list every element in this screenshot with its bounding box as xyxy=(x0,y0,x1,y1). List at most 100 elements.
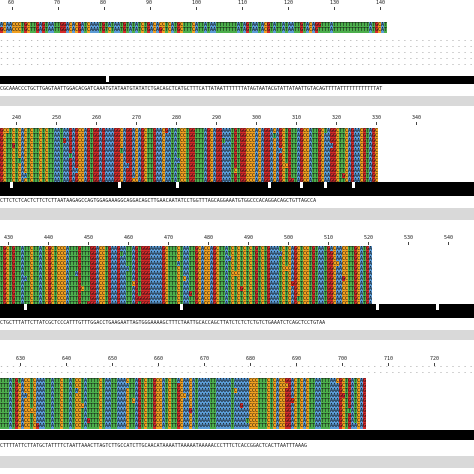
base-cell: C xyxy=(6,246,9,252)
base-cell: A xyxy=(222,408,225,414)
base-cell: T xyxy=(126,251,129,257)
base-cell: C xyxy=(30,271,33,277)
base-cell: G xyxy=(255,281,258,287)
base-cell: T xyxy=(366,133,369,139)
base-cell: G xyxy=(330,251,333,257)
base-cell: T xyxy=(240,261,243,267)
base-cell: G xyxy=(318,148,321,154)
base-cell: A xyxy=(276,128,279,134)
base-cell: C xyxy=(81,128,84,134)
base-cell: G xyxy=(330,261,333,267)
base-cell: T xyxy=(324,403,327,409)
base-cell: T xyxy=(165,423,168,429)
base-cell: T xyxy=(33,153,36,159)
base-cell: T xyxy=(300,271,303,277)
base-cell: T xyxy=(36,286,39,292)
base-cell: T xyxy=(105,27,108,33)
base-cell: T xyxy=(258,27,261,33)
base-cell: T xyxy=(111,423,114,429)
base-cell: T xyxy=(6,153,9,159)
base-cell: C xyxy=(282,148,285,154)
base-cell: A xyxy=(330,246,333,252)
base-cell: G xyxy=(285,408,288,414)
base-cell: A xyxy=(42,378,45,384)
base-cell: A xyxy=(207,378,210,384)
base-cell: T xyxy=(9,256,12,262)
base-cell: T xyxy=(18,251,21,257)
base-cell: A xyxy=(153,276,156,282)
base-cell: T xyxy=(363,271,366,277)
base-cell: T xyxy=(171,153,174,159)
base-cell: A xyxy=(243,403,246,409)
base-cell: G xyxy=(327,266,330,272)
base-cell: A xyxy=(63,163,66,169)
base-cell: G xyxy=(147,276,150,282)
base-cell: G xyxy=(288,163,291,169)
scroll-track[interactable] xyxy=(0,330,474,340)
base-cell: A xyxy=(108,388,111,394)
base-cell: G xyxy=(243,153,246,159)
base-cell: T xyxy=(363,246,366,252)
scroll-track[interactable] xyxy=(0,208,474,220)
base-cell: C xyxy=(342,403,345,409)
base-cell: C xyxy=(210,158,213,164)
base-cell: A xyxy=(183,408,186,414)
base-cell: A xyxy=(297,168,300,174)
base-cell: C xyxy=(279,388,282,394)
base-cell: A xyxy=(309,163,312,169)
base-cell: A xyxy=(84,138,87,144)
base-cell: G xyxy=(279,168,282,174)
base-cell: C xyxy=(246,158,249,164)
base-cell: T xyxy=(252,276,255,282)
ruler-tick xyxy=(88,242,89,245)
base-cell: T xyxy=(315,246,318,252)
base-cell: T xyxy=(81,378,84,384)
base-cell: C xyxy=(303,261,306,267)
base-cell: A xyxy=(183,261,186,267)
base-cell: G xyxy=(87,148,90,154)
base-cell: G xyxy=(42,27,45,33)
base-cell: G xyxy=(138,398,141,404)
base-cell: T xyxy=(186,148,189,154)
base-cell: T xyxy=(201,173,204,179)
base-cell: G xyxy=(126,143,129,149)
base-cell: A xyxy=(381,27,384,33)
base-cell: T xyxy=(246,286,249,292)
base-cell: T xyxy=(228,296,231,302)
scroll-track[interactable] xyxy=(0,456,474,468)
base-cell: T xyxy=(33,138,36,144)
base-cell: T xyxy=(186,143,189,149)
base-cell: A xyxy=(207,388,210,394)
base-cell: G xyxy=(339,418,342,424)
base-cell: G xyxy=(189,153,192,159)
base-cell: G xyxy=(279,163,282,169)
base-cell: A xyxy=(123,256,126,262)
base-cell: G xyxy=(135,246,138,252)
base-cell: T xyxy=(198,153,201,159)
base-cell: A xyxy=(111,133,114,139)
base-cell: G xyxy=(177,423,180,429)
base-cell: A xyxy=(156,246,159,252)
base-cell: T xyxy=(270,22,273,28)
base-cell: A xyxy=(108,173,111,179)
base-cell: A xyxy=(357,153,360,159)
base-cell: G xyxy=(48,276,51,282)
base-cell: C xyxy=(237,296,240,302)
base-cell: T xyxy=(294,158,297,164)
base-cell: A xyxy=(186,296,189,302)
base-cell: A xyxy=(72,163,75,169)
base-cell: A xyxy=(315,398,318,404)
sequence-row: TGCTGTTATTCTTATCGCTCCCATTTGTTTGGACCTGAAG… xyxy=(0,246,372,252)
base-cell: G xyxy=(327,261,330,267)
base-cell: T xyxy=(231,148,234,154)
base-cell: A xyxy=(81,27,84,33)
base-cell: T xyxy=(195,158,198,164)
base-cell: G xyxy=(75,153,78,159)
base-cell: T xyxy=(81,383,84,389)
base-cell: C xyxy=(282,413,285,419)
base-cell: C xyxy=(267,398,270,404)
base-cell: C xyxy=(237,271,240,277)
base-cell: T xyxy=(33,246,36,252)
scroll-track[interactable] xyxy=(0,96,474,106)
base-cell: T xyxy=(147,423,150,429)
